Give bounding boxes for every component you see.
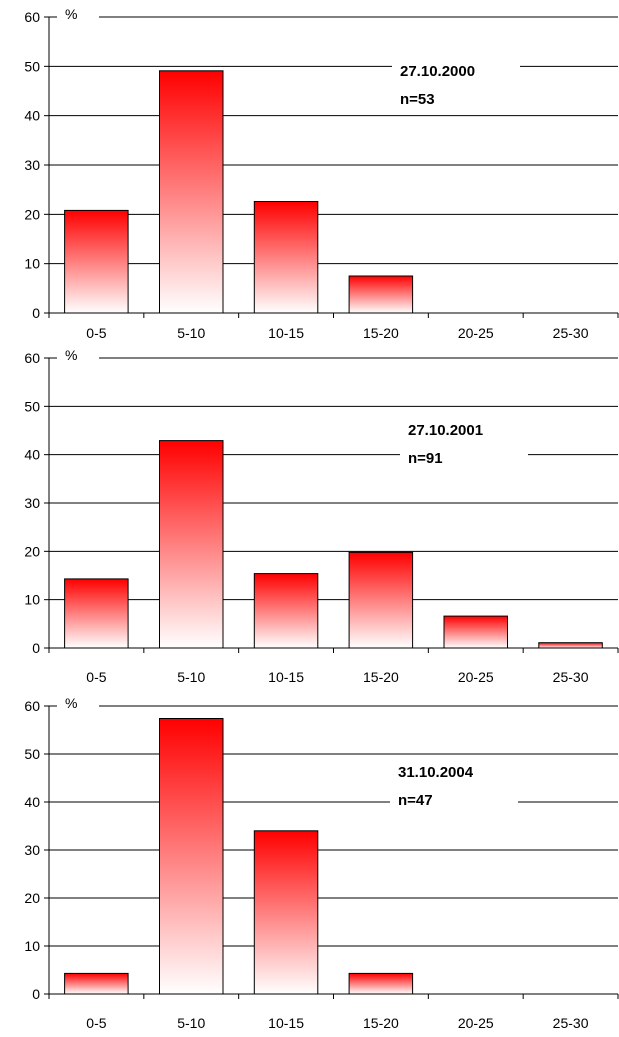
y-tick-label: 50	[24, 58, 40, 74]
y-tick-label: 10	[24, 938, 40, 954]
bar-0-5	[64, 972, 129, 995]
x-tick-label: 20-25	[458, 1015, 494, 1031]
bar-15-20	[348, 551, 414, 649]
y-unit-label: %	[65, 695, 77, 711]
x-tick-label: 25-30	[553, 669, 589, 685]
chart-panel-3: 0 10 20 30 40 50 60 % 31.10.2004 n=47 0-5 5-10 10-15…	[24, 695, 619, 1031]
x-tick-label: 0-5	[86, 325, 106, 341]
annotation-n: n=53	[400, 91, 435, 108]
annotation-date: 27.10.2000	[400, 63, 475, 80]
x-tick-label: 5-10	[177, 325, 205, 341]
annotation-n: n=91	[408, 450, 443, 467]
x-tick-label: 15-20	[363, 325, 399, 341]
y-tick-label: 40	[24, 447, 40, 463]
bar-15-20	[348, 972, 414, 995]
y-tick-label: 50	[24, 398, 40, 414]
y-tick-label: 10	[24, 256, 40, 272]
chart-panel-2: 0 10 20 30 40 50 60 % 27.10.2001 n=91 0-5 5-10 10-15…	[24, 347, 619, 685]
bar-10-15	[253, 201, 319, 314]
y-tick-label: 20	[24, 890, 40, 906]
annotation-bg	[392, 58, 520, 112]
x-tick-label: 20-25	[458, 325, 494, 341]
bar-5-10	[159, 70, 224, 314]
x-tick-label: 5-10	[177, 1015, 205, 1031]
x-tick-label: 15-20	[363, 1015, 399, 1031]
bar-0-5	[64, 209, 129, 314]
y-tick-label: 10	[24, 592, 40, 608]
y-tick-label: 0	[32, 640, 40, 656]
bar-20-25	[443, 615, 508, 649]
y-tick-label: 0	[32, 986, 40, 1002]
y-tick-label: 20	[24, 206, 40, 222]
x-tick-label: 0-5	[86, 669, 106, 685]
y-unit-label: %	[65, 6, 77, 22]
annotation-bg	[390, 759, 518, 813]
y-tick-label: 60	[24, 9, 40, 25]
annotation-date: 31.10.2004	[398, 764, 474, 781]
x-tick-label: 10-15	[268, 325, 304, 341]
annotation-bg	[400, 417, 528, 471]
x-tick-label: 10-15	[268, 669, 304, 685]
y-tick-label: 40	[24, 108, 40, 124]
x-tick-label: 20-25	[458, 669, 494, 685]
x-tick-label: 5-10	[177, 669, 205, 685]
bar-5-10	[159, 440, 224, 649]
y-tick-label: 20	[24, 543, 40, 559]
x-tick-label: 25-30	[553, 1015, 589, 1031]
unit-label-bg	[57, 8, 99, 26]
bar-5-10	[159, 718, 224, 995]
y-unit-label: %	[65, 347, 77, 363]
bar-10-15	[253, 830, 319, 995]
x-tick-label: 15-20	[363, 669, 399, 685]
y-tick-label: 60	[24, 350, 40, 366]
x-tick-label: 25-30	[553, 325, 589, 341]
bar-25-30	[538, 642, 603, 649]
bar-0-5	[64, 578, 129, 649]
y-tick-label: 30	[24, 842, 40, 858]
x-tick-label: 0-5	[86, 1015, 106, 1031]
chart-panel-1: 0 10 20 30 40 50 60 % 27.10.2000 n=53 0-5 5-10 10-15…	[24, 6, 619, 341]
unit-label-bg	[57, 697, 99, 715]
charts-group: 0 10 20 30 40 50 60 % 27.10.2000 n=53 0-5 5-10 10-15…	[24, 6, 619, 1031]
y-tick-label: 30	[24, 157, 40, 173]
x-tick-label: 10-15	[268, 1015, 304, 1031]
annotation-date: 27.10.2001	[408, 422, 483, 439]
y-tick-label: 30	[24, 495, 40, 511]
annotation-n: n=47	[398, 792, 433, 809]
y-tick-label: 0	[32, 305, 40, 321]
y-tick-label: 60	[24, 698, 40, 714]
y-tick-label: 50	[24, 746, 40, 762]
unit-label-bg	[57, 349, 99, 367]
bar-15-20	[348, 275, 414, 314]
y-tick-label: 40	[24, 794, 40, 810]
bar-10-15	[253, 573, 319, 649]
